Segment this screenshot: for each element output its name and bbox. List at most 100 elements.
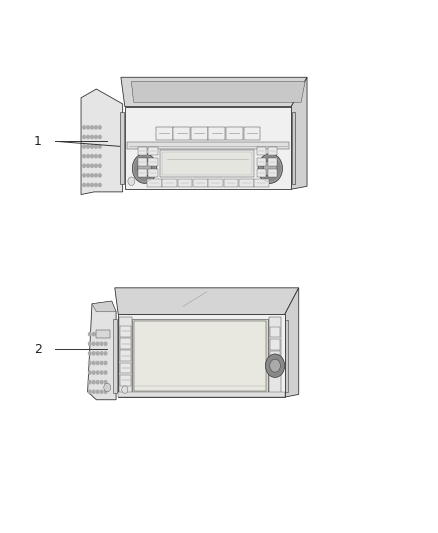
- Polygon shape: [81, 89, 123, 195]
- Polygon shape: [131, 82, 305, 102]
- Bar: [191, 127, 208, 140]
- Circle shape: [83, 183, 85, 187]
- Circle shape: [95, 145, 97, 148]
- Circle shape: [83, 135, 85, 139]
- Bar: [120, 326, 131, 337]
- Circle shape: [92, 333, 95, 336]
- Circle shape: [88, 361, 91, 365]
- Circle shape: [92, 352, 95, 355]
- Bar: [270, 327, 280, 337]
- Bar: [118, 314, 285, 397]
- Circle shape: [92, 361, 95, 365]
- Bar: [148, 158, 158, 166]
- Bar: [119, 317, 132, 395]
- Bar: [257, 158, 266, 166]
- Circle shape: [104, 381, 107, 384]
- Bar: [270, 339, 280, 350]
- Bar: [132, 319, 268, 393]
- Circle shape: [96, 390, 99, 393]
- Circle shape: [88, 333, 91, 336]
- Bar: [134, 321, 266, 391]
- Circle shape: [96, 381, 99, 384]
- Circle shape: [100, 390, 103, 393]
- Circle shape: [95, 135, 97, 139]
- Bar: [268, 147, 277, 155]
- Circle shape: [104, 390, 107, 393]
- Circle shape: [95, 126, 97, 129]
- Bar: [120, 351, 131, 361]
- Circle shape: [100, 342, 103, 345]
- Text: 2: 2: [34, 343, 42, 356]
- Circle shape: [104, 342, 107, 345]
- Circle shape: [99, 174, 101, 177]
- Circle shape: [91, 164, 93, 167]
- Polygon shape: [88, 301, 116, 400]
- Bar: [254, 179, 269, 187]
- Circle shape: [91, 174, 93, 177]
- Circle shape: [128, 177, 135, 185]
- Circle shape: [104, 352, 107, 355]
- Bar: [257, 147, 266, 155]
- Circle shape: [83, 174, 85, 177]
- Circle shape: [87, 145, 89, 148]
- Circle shape: [99, 135, 101, 139]
- Bar: [147, 179, 162, 187]
- Circle shape: [87, 135, 89, 139]
- Bar: [270, 364, 280, 374]
- Polygon shape: [92, 301, 116, 312]
- Circle shape: [99, 164, 101, 167]
- Circle shape: [95, 155, 97, 158]
- Circle shape: [95, 183, 97, 187]
- Polygon shape: [285, 288, 299, 397]
- Bar: [138, 169, 147, 177]
- Bar: [156, 127, 173, 140]
- Bar: [138, 147, 147, 155]
- Circle shape: [83, 126, 85, 129]
- Circle shape: [88, 352, 91, 355]
- Circle shape: [104, 383, 111, 392]
- Circle shape: [270, 359, 280, 372]
- Circle shape: [92, 390, 95, 393]
- Circle shape: [264, 160, 277, 176]
- Circle shape: [104, 371, 107, 374]
- Circle shape: [83, 155, 85, 158]
- Circle shape: [96, 371, 99, 374]
- Bar: [118, 392, 285, 397]
- Circle shape: [88, 381, 91, 384]
- Circle shape: [92, 381, 95, 384]
- Circle shape: [95, 174, 97, 177]
- Circle shape: [99, 155, 101, 158]
- Circle shape: [91, 145, 93, 148]
- Circle shape: [83, 145, 85, 148]
- Circle shape: [92, 342, 95, 345]
- Circle shape: [100, 361, 103, 365]
- Circle shape: [100, 333, 103, 336]
- Circle shape: [104, 361, 107, 365]
- Bar: [226, 127, 243, 140]
- Circle shape: [132, 154, 157, 183]
- Bar: [162, 152, 252, 175]
- Bar: [96, 330, 110, 338]
- Polygon shape: [115, 288, 299, 314]
- Bar: [120, 362, 131, 373]
- Circle shape: [96, 352, 99, 355]
- Circle shape: [258, 154, 283, 183]
- Polygon shape: [121, 77, 307, 107]
- Circle shape: [265, 354, 285, 377]
- Bar: [162, 179, 177, 187]
- Bar: [224, 179, 238, 187]
- Bar: [193, 179, 208, 187]
- Bar: [120, 112, 124, 184]
- Circle shape: [87, 126, 89, 129]
- Bar: [208, 179, 223, 187]
- Bar: [127, 142, 289, 149]
- Bar: [173, 127, 190, 140]
- Circle shape: [99, 145, 101, 148]
- Circle shape: [87, 164, 89, 167]
- Bar: [270, 351, 280, 362]
- Circle shape: [122, 386, 128, 393]
- Circle shape: [91, 126, 93, 129]
- Bar: [120, 375, 131, 386]
- Circle shape: [92, 371, 95, 374]
- Circle shape: [100, 381, 103, 384]
